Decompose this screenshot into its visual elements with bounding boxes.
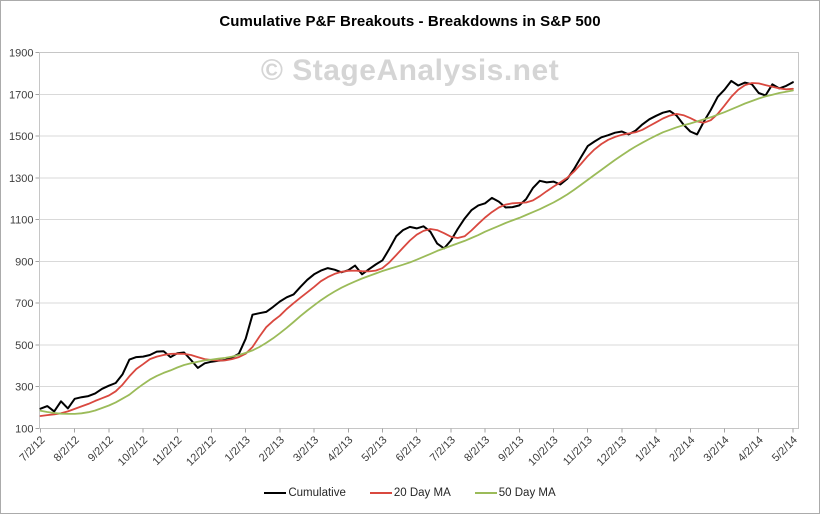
svg-text:5/2/14: 5/2/14: [770, 434, 800, 464]
legend-label-cumulative: Cumulative: [288, 487, 346, 499]
svg-text:11/2/12: 11/2/12: [151, 434, 185, 468]
svg-text:1/2/13: 1/2/13: [223, 434, 253, 464]
legend-line-swatch-cumulative: [264, 492, 287, 494]
legend-label-50-day-ma: 50 Day MA: [498, 487, 556, 499]
svg-text:10/2/13: 10/2/13: [526, 434, 560, 468]
svg-text:5/2/13: 5/2/13: [360, 434, 390, 464]
svg-text:2/2/13: 2/2/13: [257, 434, 287, 464]
svg-text:1900: 1900: [9, 48, 33, 60]
svg-text:1500: 1500: [9, 131, 33, 143]
svg-text:1/2/14: 1/2/14: [633, 434, 663, 464]
svg-text:6/2/13: 6/2/13: [394, 434, 424, 464]
svg-text:7/2/12: 7/2/12: [18, 434, 48, 464]
svg-text:500: 500: [15, 340, 33, 352]
svg-text:4/2/14: 4/2/14: [736, 434, 766, 464]
svg-text:8/2/13: 8/2/13: [462, 434, 492, 464]
legend-line-swatch-20-day-ma: [369, 492, 392, 494]
svg-text:700: 700: [15, 298, 33, 310]
svg-text:9/2/13: 9/2/13: [496, 434, 526, 464]
svg-text:7/2/13: 7/2/13: [428, 434, 458, 464]
svg-text:100: 100: [15, 424, 33, 436]
chart-title: Cumulative P&F Breakouts - Breakdowns in…: [219, 13, 601, 30]
svg-text:11/2/13: 11/2/13: [561, 434, 595, 468]
svg-text:1100: 1100: [10, 215, 34, 227]
svg-text:2/2/14: 2/2/14: [667, 434, 697, 464]
svg-text:1300: 1300: [9, 173, 33, 185]
svg-text:4/2/13: 4/2/13: [325, 434, 355, 464]
svg-text:10/2/12: 10/2/12: [116, 434, 150, 468]
legend: Cumulative 20 Day MA 50 Day MA: [1, 485, 819, 501]
legend-item-50-day-ma: 50 Day MA: [474, 487, 556, 499]
legend-item-20-day-ma: 20 Day MA: [369, 487, 451, 499]
svg-text:8/2/12: 8/2/12: [52, 434, 82, 464]
svg-text:12/2/12: 12/2/12: [184, 434, 218, 468]
svg-text:12/2/13: 12/2/13: [595, 434, 629, 468]
svg-text:9/2/12: 9/2/12: [86, 434, 116, 464]
svg-text:3/2/13: 3/2/13: [291, 434, 321, 464]
legend-item-cumulative: Cumulative: [264, 487, 346, 499]
svg-text:1700: 1700: [9, 89, 33, 101]
svg-text:3/2/14: 3/2/14: [702, 434, 732, 464]
legend-label-20-day-ma: 20 Day MA: [393, 487, 451, 499]
svg-text:300: 300: [15, 382, 33, 394]
svg-text:900: 900: [15, 256, 33, 268]
legend-line-swatch-50-day-ma: [474, 492, 497, 494]
